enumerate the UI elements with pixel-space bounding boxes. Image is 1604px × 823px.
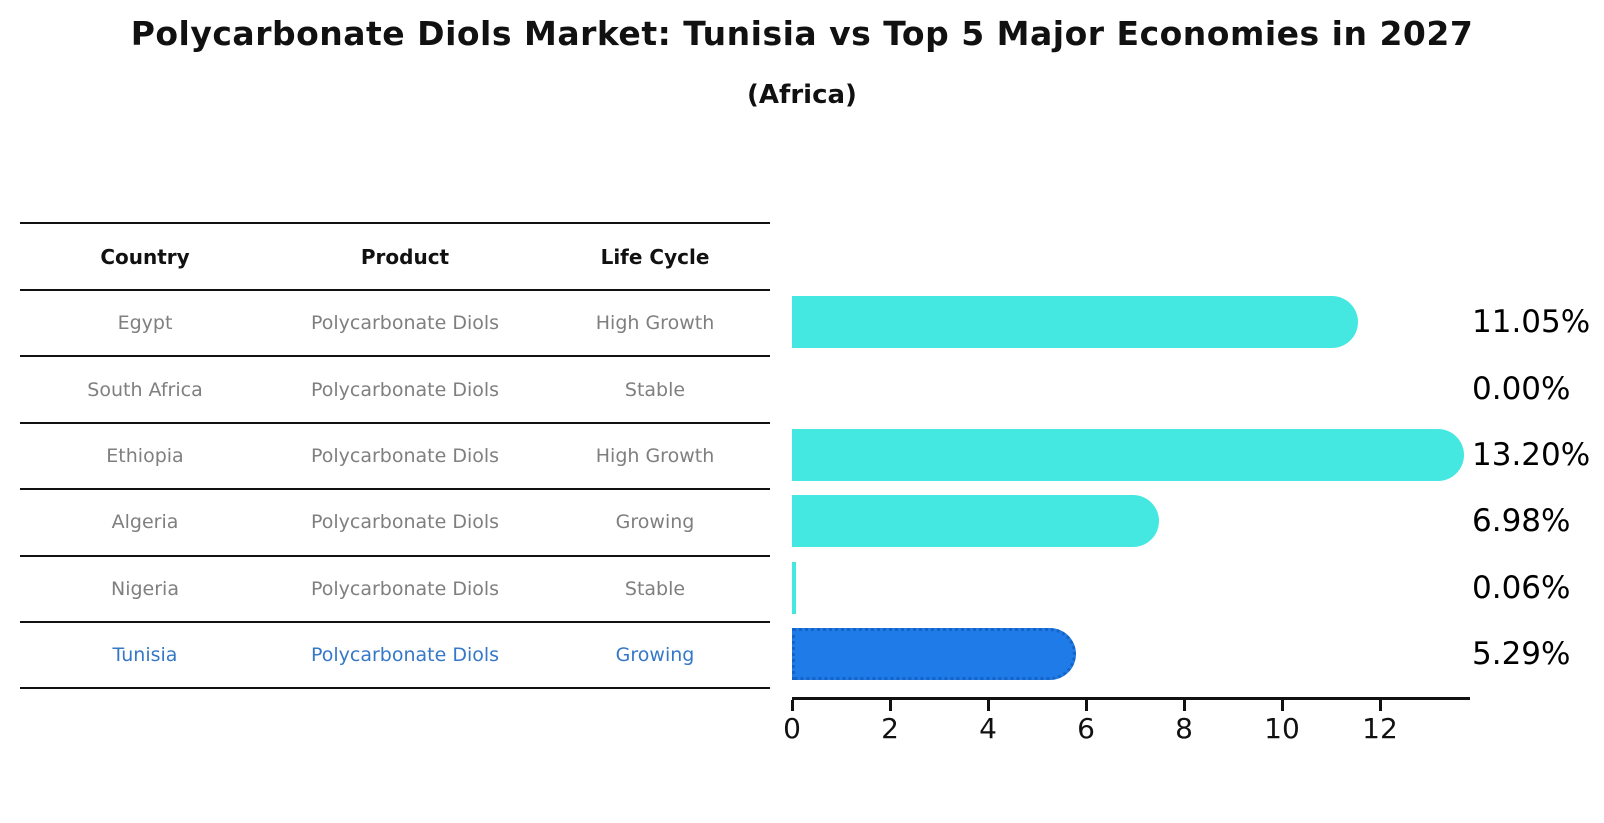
cell-country: Ethiopia <box>106 444 184 467</box>
bar-highlight-tunisia <box>792 628 1077 681</box>
cell-life-cycle: High Growth <box>595 312 715 335</box>
value-label: 11.05% <box>1472 304 1591 341</box>
x-axis-tick-label: 4 <box>979 712 997 745</box>
value-label: 0.00% <box>1472 370 1571 407</box>
cell-product: Polycarbonate Diols <box>310 577 500 600</box>
column-header-product: Product <box>360 244 450 269</box>
table-row: South Africa Polycarbonate Diols Stable <box>20 357 770 424</box>
x-axis-tick-label: 2 <box>881 712 899 745</box>
cell-life-cycle: Growing <box>615 511 695 534</box>
cell-life-cycle: Stable <box>624 577 686 600</box>
cell-life-cycle: Stable <box>624 378 686 401</box>
value-label: 6.98% <box>1472 503 1571 540</box>
x-axis-tick-label: 12 <box>1362 712 1398 745</box>
table-row: Egypt Polycarbonate Diols High Growth <box>20 291 770 358</box>
table-row: Algeria Polycarbonate Diols Growing <box>20 490 770 557</box>
x-axis-tick-mark <box>790 700 794 711</box>
cell-product: Polycarbonate Diols <box>310 644 500 667</box>
cell-country: Algeria <box>111 511 179 534</box>
value-label: 0.06% <box>1472 569 1571 606</box>
cell-life-cycle: Growing <box>615 644 695 667</box>
chart-subtitle: (Africa) <box>747 80 857 110</box>
x-axis-tick-mark <box>986 700 990 711</box>
cell-country: Egypt <box>117 312 173 335</box>
bar-algeria <box>792 495 1160 548</box>
cell-country: Tunisia <box>112 644 178 667</box>
x-axis-tick-mark <box>1182 700 1186 711</box>
table-header-row: Country Product Life Cycle <box>20 224 770 291</box>
cell-life-cycle: High Growth <box>595 444 715 467</box>
cell-product: Polycarbonate Diols <box>310 444 500 467</box>
table-row: Nigeria Polycarbonate Diols Stable <box>20 557 770 623</box>
cell-country: Nigeria <box>111 577 179 600</box>
bar-egypt <box>792 296 1359 349</box>
table-row: Tunisia Polycarbonate Diols Growing <box>20 623 770 690</box>
table-row: Ethiopia Polycarbonate Diols High Growth <box>20 424 770 491</box>
x-axis-line <box>792 697 1470 700</box>
cell-product: Polycarbonate Diols <box>310 511 500 534</box>
x-axis-tick-label: 0 <box>783 712 801 745</box>
x-axis-tick-label: 6 <box>1077 712 1095 745</box>
cell-product: Polycarbonate Diols <box>310 312 500 335</box>
x-axis-tick-mark <box>888 700 892 711</box>
value-label: 13.20% <box>1472 437 1591 473</box>
chart-title: Polycarbonate Diols Market: Tunisia vs T… <box>130 14 1474 53</box>
bar-ethiopia <box>792 429 1464 481</box>
column-header-life-cycle: Life Cycle <box>600 244 710 269</box>
cell-product: Polycarbonate Diols <box>310 378 500 401</box>
country-table: Country Product Life Cycle Egypt Polycarb… <box>20 222 770 690</box>
bar-nigeria <box>792 561 796 614</box>
column-header-country: Country <box>100 244 190 269</box>
x-axis-tick-mark <box>1280 700 1284 711</box>
x-axis-tick-mark <box>1378 700 1382 711</box>
x-axis-tick-label: 10 <box>1264 712 1300 745</box>
x-axis-tick-label: 8 <box>1175 712 1193 745</box>
x-axis-tick-mark <box>1084 700 1088 711</box>
cell-country: South Africa <box>87 378 203 401</box>
value-label: 5.29% <box>1472 636 1571 673</box>
